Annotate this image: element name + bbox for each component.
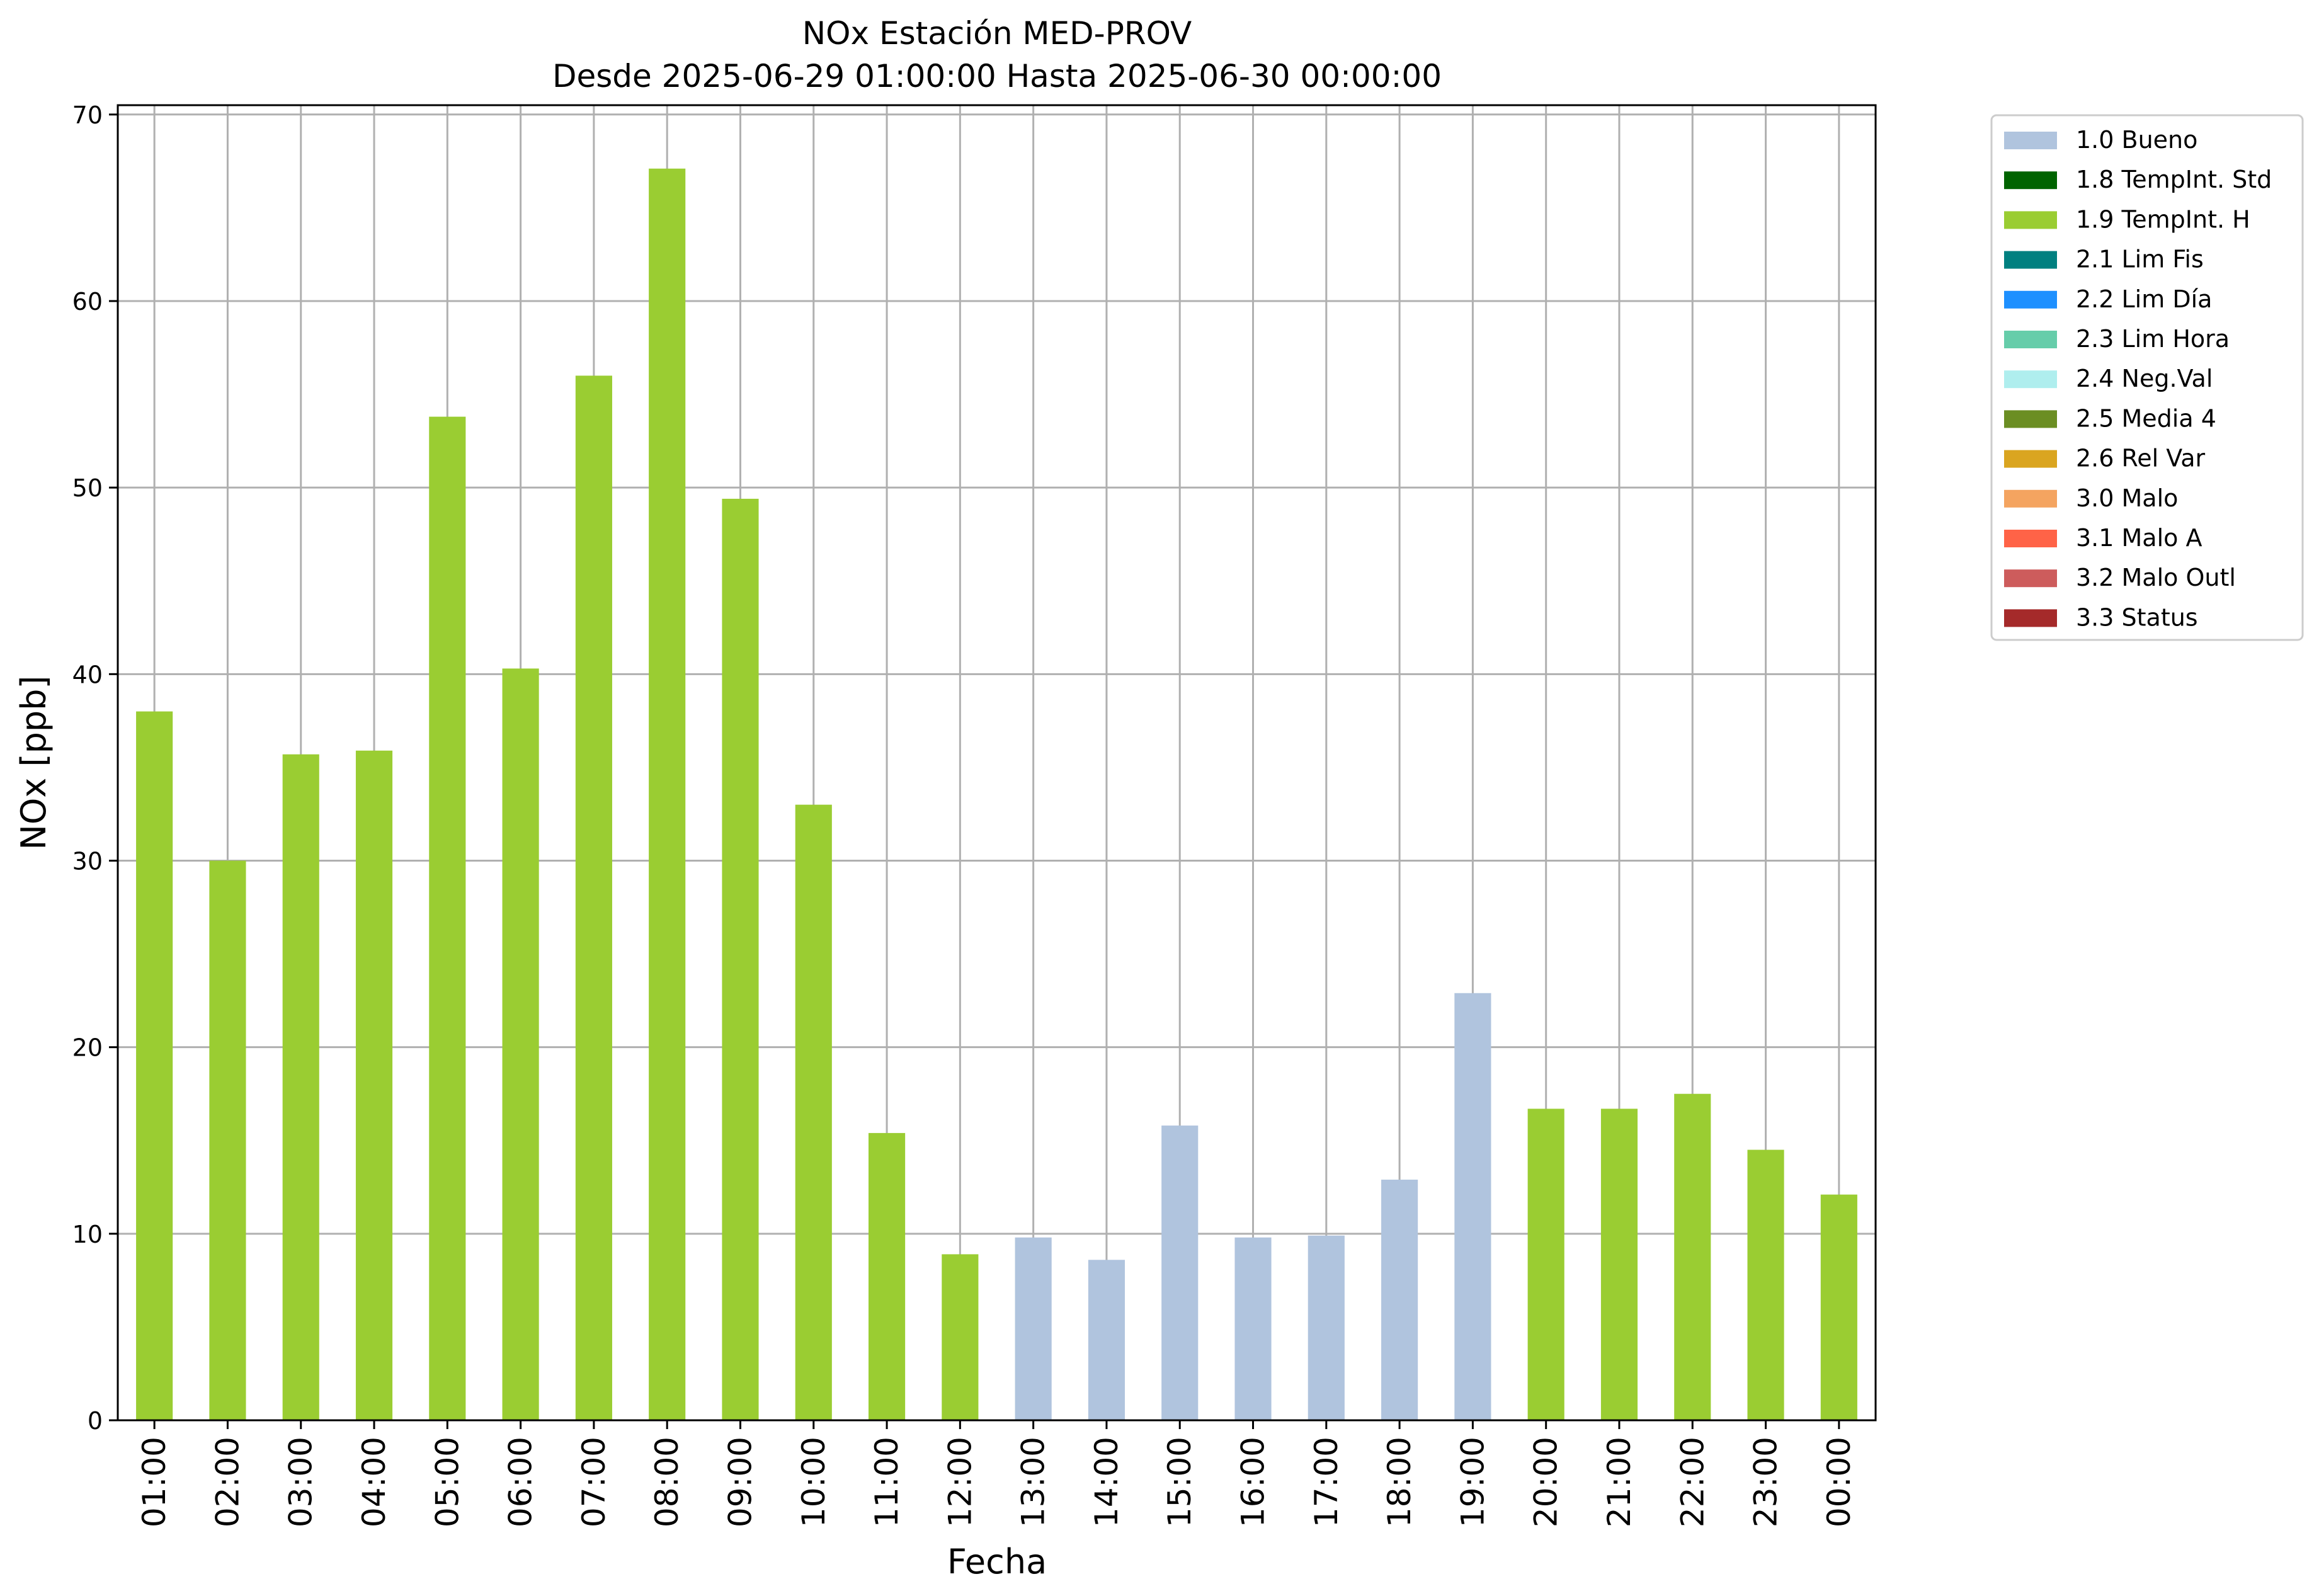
- y-tick-label: 10: [72, 1221, 103, 1248]
- x-tick-label: 06:00: [503, 1437, 539, 1527]
- bar-1000: [795, 804, 832, 1420]
- legend-swatch: [2004, 331, 2057, 348]
- x-tick-label: 05:00: [429, 1437, 465, 1527]
- legend-label: 2.4 Neg.Val: [2076, 365, 2213, 392]
- bar-1400: [1088, 1260, 1125, 1420]
- legend-frame: [1990, 114, 2304, 641]
- plot-frame: [117, 104, 1877, 1422]
- x-tick-label: 11:00: [869, 1437, 905, 1527]
- bar-1700: [1308, 1235, 1345, 1420]
- bar-0400: [355, 750, 393, 1420]
- legend-label: 3.2 Malo Outl: [2076, 564, 2236, 591]
- legend: 1.0 Bueno 1.8 TempInt. Std 1.9 TempInt. H 2…: [1990, 114, 2304, 641]
- legend-swatch: [2004, 410, 2057, 428]
- legend-label: 3.1 Malo A: [2076, 524, 2202, 552]
- legend-label: 2.5 Media 4: [2076, 404, 2216, 432]
- bar-2200: [1674, 1093, 1711, 1420]
- x-tick-label: 18:00: [1381, 1437, 1418, 1527]
- y-tick-label: 30: [72, 847, 103, 875]
- bar-0900: [722, 498, 759, 1420]
- x-tick-label: 20:00: [1528, 1437, 1564, 1527]
- bar-1600: [1234, 1237, 1272, 1420]
- x-tick-label: 03:00: [283, 1437, 319, 1527]
- bar-0100: [136, 711, 173, 1420]
- x-tick-label: 13:00: [1015, 1437, 1052, 1527]
- x-tick-label: 17:00: [1308, 1437, 1345, 1527]
- legend-swatch: [2004, 290, 2057, 309]
- legend-label: 1.0 Bueno: [2076, 126, 2197, 154]
- x-tick-label: 16:00: [1235, 1437, 1272, 1527]
- legend-label: 2.6 Rel Var: [2076, 445, 2206, 472]
- bar-0600: [502, 668, 539, 1420]
- x-tick-label: 22:00: [1674, 1437, 1711, 1527]
- x-tick-label: 07:00: [576, 1437, 612, 1527]
- legend-swatch: [2004, 450, 2057, 468]
- bar-2300: [1747, 1149, 1784, 1420]
- bar-2100: [1600, 1109, 1638, 1420]
- x-tick-label: 02:00: [209, 1437, 246, 1527]
- x-tick-label: 10:00: [795, 1437, 832, 1527]
- chart-subtitle: Desde 2025-06-29 01:00:00 Hasta 2025-06-…: [552, 58, 1442, 94]
- legend-swatch: [2004, 569, 2057, 588]
- bar-1800: [1381, 1179, 1418, 1420]
- x-tick-label: 19:00: [1454, 1437, 1491, 1527]
- legend-swatch: [2004, 609, 2057, 627]
- legend-label: 1.8 TempInt. Std: [2076, 166, 2272, 193]
- bar-1200: [942, 1254, 979, 1420]
- x-tick-label: 08:00: [649, 1437, 685, 1527]
- x-tick-label: 01:00: [136, 1437, 173, 1527]
- legend-swatch: [2004, 530, 2057, 547]
- x-axis-ticks: 01:00 02:00 03:00 04:00 05:00 06:00 07:00 08:00…: [136, 1420, 1857, 1527]
- x-tick-label: 04:00: [356, 1437, 392, 1527]
- legend-label: 3.3 Status: [2076, 603, 2198, 631]
- bar-1100: [868, 1132, 906, 1420]
- bar-2000: [1527, 1109, 1564, 1420]
- legend-label: 2.3 Lim Hora: [2076, 325, 2230, 353]
- y-tick-label: 20: [72, 1034, 103, 1062]
- x-tick-label: 00:00: [1821, 1437, 1857, 1527]
- bar-0500: [429, 416, 466, 1420]
- y-tick-label: 0: [88, 1407, 103, 1435]
- x-tick-label: 15:00: [1161, 1437, 1198, 1527]
- y-tick-label: 40: [72, 661, 103, 688]
- legend-swatch: [2004, 370, 2057, 389]
- bar-0300: [282, 754, 319, 1420]
- bar-0200: [209, 860, 246, 1420]
- legend-swatch: [2004, 171, 2057, 190]
- y-axis-ticks: 0 10 20 30 40 50 60 70: [72, 101, 118, 1435]
- x-axis-label: Fecha: [947, 1542, 1047, 1582]
- legend-swatch: [2004, 489, 2057, 508]
- x-tick-label: 23:00: [1748, 1437, 1784, 1527]
- x-tick-label: 14:00: [1088, 1437, 1125, 1527]
- bar-1900: [1454, 993, 1491, 1420]
- bar-0000: [1820, 1194, 1857, 1420]
- legend-label: 2.1 Lim Fis: [2076, 246, 2204, 273]
- bar-0700: [575, 375, 612, 1421]
- legend-label: 3.0 Malo: [2076, 484, 2178, 512]
- legend-swatch: [2004, 251, 2057, 269]
- x-tick-label: 21:00: [1601, 1437, 1638, 1527]
- legend-label: 2.2 Lim Día: [2076, 285, 2212, 313]
- x-tick-label: 09:00: [722, 1437, 758, 1527]
- bar-1300: [1015, 1237, 1052, 1420]
- bars: [136, 168, 1857, 1421]
- y-tick-label: 50: [72, 474, 103, 502]
- y-axis-label: NOx [ppb]: [14, 676, 54, 850]
- legend-swatch: [2004, 211, 2057, 229]
- bar-0800: [649, 168, 686, 1420]
- legend-swatch: [2004, 132, 2057, 149]
- x-tick-label: 12:00: [942, 1437, 978, 1527]
- legend-label: 1.9 TempInt. H: [2076, 205, 2250, 233]
- y-tick-label: 70: [72, 101, 103, 129]
- chart-title: NOx Estación MED-PROV: [802, 15, 1192, 52]
- y-tick-label: 60: [72, 288, 103, 316]
- bar-1500: [1161, 1126, 1199, 1420]
